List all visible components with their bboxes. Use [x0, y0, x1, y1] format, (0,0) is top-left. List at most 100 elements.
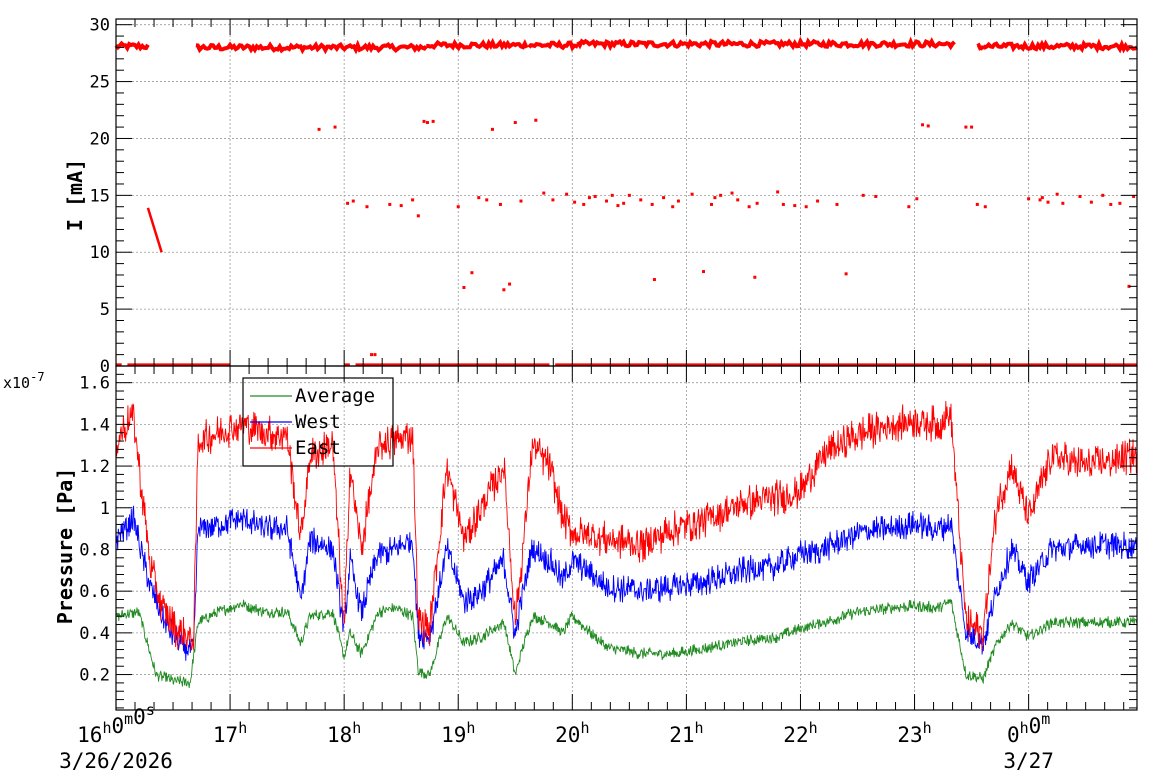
current-data-point: [470, 271, 474, 275]
current-data-point: [431, 119, 435, 123]
current-data-point: [719, 193, 723, 197]
time-tick-label: 22h: [783, 719, 817, 747]
current-data-point: [1089, 200, 1093, 204]
current-data-point: [709, 202, 713, 206]
current-data-point: [477, 196, 481, 200]
current-data-point: [652, 278, 656, 282]
current-data-point: [1027, 197, 1031, 201]
current-plateau-segment: [576, 36, 956, 52]
current-decay-segment: [146, 207, 163, 253]
current-data-point: [605, 199, 609, 203]
current-data-point: [874, 194, 878, 198]
current-data-point: [983, 205, 987, 209]
pressure-ytick-label: 1.4: [79, 415, 110, 435]
current-data-point: [485, 198, 489, 202]
legend-average-label: Average: [295, 385, 375, 407]
current-data-point: [736, 198, 740, 202]
current-data-point: [627, 193, 631, 197]
current-data-point: [713, 196, 717, 200]
pressure-series-west: [115, 505, 1138, 661]
current-ytick-label: 25: [90, 73, 110, 93]
current-data-point: [373, 353, 377, 357]
pressure-ytick-label: 1: [100, 499, 110, 519]
current-data-point: [498, 202, 502, 206]
current-data-point: [587, 196, 591, 200]
pressure-series-east: [115, 400, 1138, 651]
current-data-point: [1038, 198, 1042, 202]
current-data-point: [671, 205, 675, 209]
current-data-point: [1046, 200, 1050, 204]
current-ytick-label: 5: [100, 300, 110, 320]
current-axis-title: I [mA]: [63, 159, 87, 231]
current-data-point: [456, 205, 460, 209]
exponent-base: x10: [3, 374, 30, 392]
time-tick-label: 20h: [555, 719, 589, 747]
current-plot-frame: [115, 18, 1138, 367]
current-data-point: [1061, 201, 1065, 205]
pressure-series-average: [115, 599, 1138, 688]
current-data-point: [816, 199, 820, 203]
current-data-point: [1101, 193, 1105, 197]
current-data-point: [915, 197, 919, 201]
current-data-point: [513, 121, 517, 125]
current-data-point: [573, 200, 577, 204]
legend-box: [242, 377, 394, 467]
current-data-point: [676, 199, 680, 203]
pressure-exponent-label: x10-7: [3, 370, 45, 392]
current-data-point: [425, 121, 429, 125]
current-data-point: [639, 198, 643, 202]
current-data-point: [388, 202, 392, 206]
time-tick-label: 19h: [441, 719, 475, 747]
legend: Average West East: [242, 377, 394, 467]
current-data-point: [907, 205, 911, 209]
current-ytick-label: 30: [90, 16, 110, 36]
exponent-power: -7: [30, 370, 44, 384]
current-data-point: [781, 202, 785, 206]
current-data-point: [702, 270, 706, 274]
data-layer: [114, 36, 1139, 688]
current-data-point: [1109, 202, 1113, 206]
current-data-point: [422, 119, 426, 123]
current-data-point: [804, 205, 808, 209]
current-data-point: [1055, 192, 1059, 196]
current-data-point: [753, 275, 757, 279]
current-data-point: [926, 124, 930, 128]
current-data-point: [565, 192, 569, 196]
legend-east-label: East: [295, 437, 341, 459]
time-tick-label: 18h: [327, 719, 361, 747]
current-data-point: [650, 202, 654, 206]
current-ytick-label: 15: [90, 186, 110, 206]
current-data-point: [1118, 201, 1122, 205]
time-tick-label: 21h: [669, 719, 703, 747]
current-plateau-segment: [527, 39, 580, 52]
current-data-point: [351, 199, 355, 203]
current-plateau-segment: [195, 39, 428, 55]
current-data-point: [747, 205, 751, 209]
pressure-ytick-label: 0.8: [79, 540, 110, 560]
current-plateau-segment: [981, 38, 1139, 54]
current-data-point: [411, 198, 415, 202]
current-data-point: [622, 201, 626, 205]
current-data-point: [416, 214, 420, 218]
current-data-point: [610, 193, 614, 197]
current-data-point: [490, 127, 494, 131]
pressure-ytick-label: 0.6: [79, 582, 110, 602]
current-data-point: [582, 202, 586, 206]
pressure-axis-title: Pressure [Pa]: [53, 468, 77, 625]
pressure-ytick-label: 1.2: [79, 457, 110, 477]
current-data-point: [730, 191, 734, 195]
current-data-point: [462, 285, 466, 289]
current-data-point: [317, 127, 321, 131]
current-data-point: [844, 272, 848, 276]
current-plateau-segment: [426, 37, 529, 52]
current-data-point: [964, 125, 968, 129]
current-data-point: [970, 125, 974, 129]
current-data-point: [1078, 194, 1082, 198]
current-data-point: [835, 202, 839, 206]
pressure-plot-frame: [115, 365, 1138, 711]
current-data-point: [861, 193, 865, 197]
time-tick-label: 0h0m: [1007, 710, 1050, 747]
current-plateau-segment: [114, 40, 150, 53]
current-data-point: [508, 282, 512, 286]
